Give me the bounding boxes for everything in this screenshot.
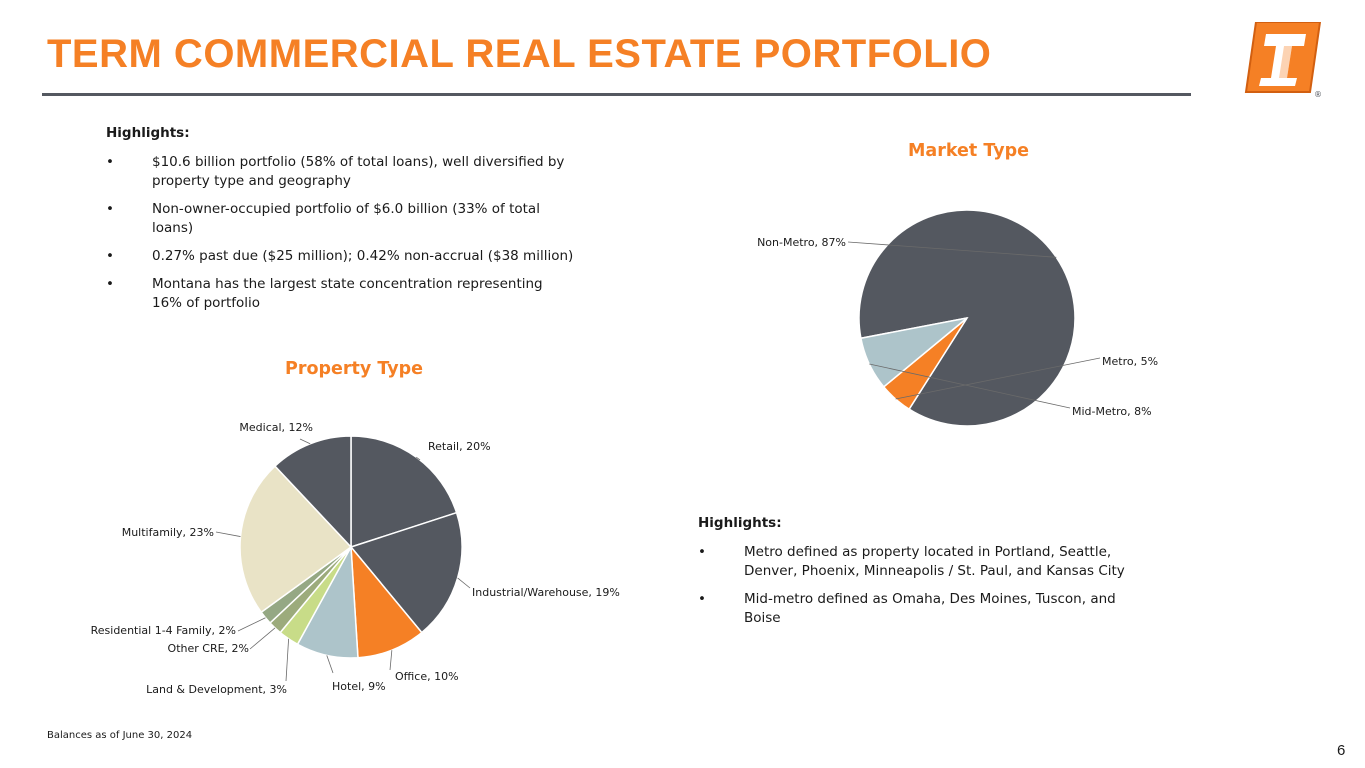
highlights-right: Highlights: Metro defined as property lo…: [698, 514, 1148, 637]
page-title: TERM COMMERCIAL REAL ESTATE PORTFOLIO: [47, 32, 992, 76]
leader-line: [895, 357, 1101, 400]
leader-line: [457, 577, 471, 589]
highlights-left-heading: Highlights:: [106, 125, 190, 141]
data-label-medical: Medical, 12%: [239, 421, 313, 434]
highlight-bullet: $10.6 billion portfolio (58% of total lo…: [106, 153, 576, 191]
highlight-bullet: Montana has the largest state concentrat…: [106, 275, 576, 313]
data-label-retail: Retail, 20%: [428, 440, 491, 453]
highlight-bullet: 0.27% past due ($25 million); 0.42% non-…: [106, 247, 576, 266]
highlights-right-heading: Highlights:: [698, 515, 782, 531]
leader-line: [869, 363, 1071, 409]
pie-slice-medical: [273, 435, 352, 549]
highlights-left: Highlights: $10.6 billion portfolio (58%…: [106, 124, 576, 322]
data-label-land-development: Land & Development, 3%: [146, 683, 287, 696]
page-number: 6: [1337, 742, 1346, 759]
leader-line: [299, 438, 311, 445]
data-label-metro: Metro, 5%: [1102, 355, 1158, 368]
leader-line: [237, 617, 266, 632]
leader-line: [215, 531, 241, 537]
data-label-other-cre: Other CRE, 2%: [168, 642, 249, 655]
data-label-multifamily: Multifamily, 23%: [122, 526, 214, 539]
registered-mark: ®: [1314, 90, 1322, 98]
data-label-non-metro: Non-Metro, 87%: [757, 236, 846, 249]
highlight-bullet: Metro defined as property located in Por…: [698, 543, 1148, 581]
data-label-hotel: Hotel, 9%: [332, 680, 386, 693]
market-type-chart-title: Market Type: [908, 141, 1030, 161]
leader-line: [416, 456, 421, 461]
leader-line: [285, 638, 290, 682]
pie-slice-multifamily: [239, 465, 353, 614]
leader-line: [847, 241, 1057, 258]
title-divider: [42, 93, 1191, 96]
highlight-bullet: Mid-metro defined as Omaha, Des Moines, …: [698, 590, 1148, 628]
data-label-industrial-warehouse: Industrial/Warehouse, 19%: [472, 586, 620, 599]
footnote: Balances as of June 30, 2024: [47, 730, 193, 741]
data-label-residential-1-4-family: Residential 1-4 Family, 2%: [91, 624, 236, 637]
leader-line: [326, 655, 334, 674]
highlight-bullet: Non-owner-occupied portfolio of $6.0 bil…: [106, 200, 576, 238]
leader-line: [249, 627, 276, 650]
data-label-office: Office, 10%: [395, 670, 459, 683]
leader-line: [389, 650, 393, 671]
data-label-mid-metro: Mid-Metro, 8%: [1072, 405, 1152, 418]
property-type-chart-title: Property Type: [285, 359, 424, 379]
company-logo-icon: ®: [1244, 22, 1322, 98]
